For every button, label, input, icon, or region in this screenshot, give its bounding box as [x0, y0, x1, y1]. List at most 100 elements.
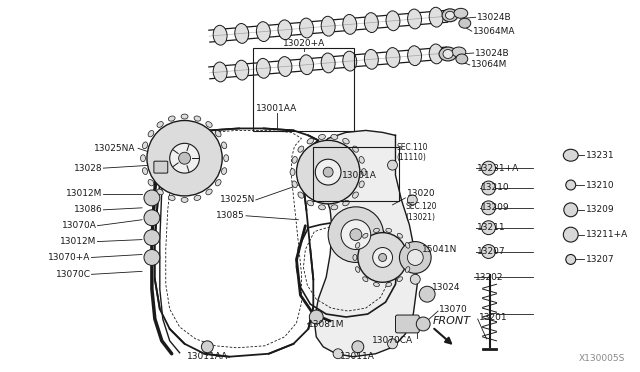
Text: 13231+A: 13231+A [477, 164, 519, 173]
Text: 13211+A: 13211+A [586, 230, 628, 239]
Ellipse shape [168, 195, 175, 201]
Ellipse shape [224, 155, 228, 162]
Text: 13211: 13211 [477, 223, 506, 232]
Text: 13024: 13024 [432, 283, 461, 292]
Ellipse shape [439, 47, 457, 61]
Text: SEC.110
(11110): SEC.110 (11110) [396, 142, 428, 162]
Ellipse shape [343, 15, 356, 34]
Ellipse shape [290, 169, 295, 176]
Ellipse shape [563, 227, 578, 242]
Ellipse shape [257, 58, 270, 78]
Ellipse shape [563, 149, 578, 161]
Ellipse shape [278, 57, 292, 76]
Circle shape [296, 140, 360, 204]
Ellipse shape [319, 134, 325, 140]
Ellipse shape [292, 181, 297, 188]
Ellipse shape [213, 62, 227, 82]
Text: FRONT: FRONT [433, 316, 471, 326]
Ellipse shape [408, 46, 422, 65]
Ellipse shape [143, 168, 148, 174]
Ellipse shape [292, 157, 297, 163]
FancyBboxPatch shape [154, 161, 168, 173]
Ellipse shape [141, 155, 145, 162]
Circle shape [388, 339, 397, 349]
Text: 13070A: 13070A [61, 221, 97, 230]
Circle shape [482, 161, 495, 175]
Ellipse shape [359, 181, 364, 188]
Ellipse shape [374, 282, 380, 286]
Ellipse shape [429, 44, 443, 64]
Ellipse shape [257, 22, 270, 42]
Ellipse shape [343, 51, 356, 71]
Ellipse shape [566, 180, 576, 190]
Ellipse shape [213, 25, 227, 45]
Ellipse shape [408, 9, 422, 29]
Text: 13001A: 13001A [342, 171, 377, 180]
Ellipse shape [363, 277, 368, 282]
Text: 13020+A: 13020+A [284, 39, 326, 48]
Ellipse shape [235, 60, 249, 80]
Circle shape [408, 195, 417, 205]
Text: 13202: 13202 [475, 273, 503, 282]
Ellipse shape [321, 53, 335, 73]
Circle shape [170, 143, 200, 173]
Ellipse shape [364, 13, 378, 32]
Ellipse shape [363, 233, 368, 238]
Circle shape [323, 167, 333, 177]
Circle shape [482, 221, 495, 235]
Ellipse shape [445, 11, 454, 19]
Circle shape [144, 230, 160, 246]
Ellipse shape [300, 18, 314, 38]
Circle shape [482, 244, 495, 259]
Text: 15041N: 15041N [422, 245, 458, 254]
Text: SEC.120
(13021): SEC.120 (13021) [405, 202, 437, 221]
Ellipse shape [157, 189, 163, 195]
Circle shape [416, 317, 430, 331]
Circle shape [333, 349, 343, 359]
Text: 13231: 13231 [586, 151, 614, 160]
Circle shape [202, 341, 213, 353]
Ellipse shape [364, 49, 378, 69]
Ellipse shape [359, 157, 364, 163]
Ellipse shape [405, 243, 410, 248]
Ellipse shape [168, 116, 175, 121]
Circle shape [408, 250, 423, 265]
Ellipse shape [148, 131, 154, 137]
Ellipse shape [454, 8, 468, 18]
Circle shape [372, 247, 392, 267]
Polygon shape [314, 131, 417, 357]
Ellipse shape [452, 47, 466, 57]
Ellipse shape [321, 16, 335, 36]
Ellipse shape [319, 205, 325, 210]
Text: X130005S: X130005S [579, 354, 625, 363]
Ellipse shape [374, 228, 380, 232]
Ellipse shape [307, 138, 314, 144]
Ellipse shape [157, 122, 163, 127]
Text: 13064MA: 13064MA [473, 27, 515, 36]
Circle shape [328, 207, 383, 262]
Ellipse shape [353, 146, 358, 152]
Circle shape [309, 310, 323, 324]
Ellipse shape [566, 254, 576, 264]
Text: 13025NA: 13025NA [93, 144, 135, 153]
Text: 13011A: 13011A [340, 352, 375, 361]
Text: 13081M: 13081M [308, 320, 345, 330]
Ellipse shape [221, 142, 227, 149]
Circle shape [399, 241, 431, 273]
Ellipse shape [456, 54, 468, 64]
Text: 13086: 13086 [74, 205, 102, 214]
Ellipse shape [443, 49, 453, 58]
Text: 13209: 13209 [481, 203, 509, 212]
Text: 13070C: 13070C [56, 270, 90, 279]
Text: 13201: 13201 [479, 312, 508, 321]
Circle shape [144, 210, 160, 226]
Text: 13207: 13207 [586, 255, 614, 264]
Circle shape [316, 159, 341, 185]
Ellipse shape [300, 55, 314, 75]
Circle shape [482, 201, 495, 215]
Circle shape [410, 274, 420, 284]
Ellipse shape [355, 243, 360, 248]
Text: 13070+A: 13070+A [48, 253, 90, 262]
FancyBboxPatch shape [396, 315, 419, 333]
Ellipse shape [278, 20, 292, 40]
